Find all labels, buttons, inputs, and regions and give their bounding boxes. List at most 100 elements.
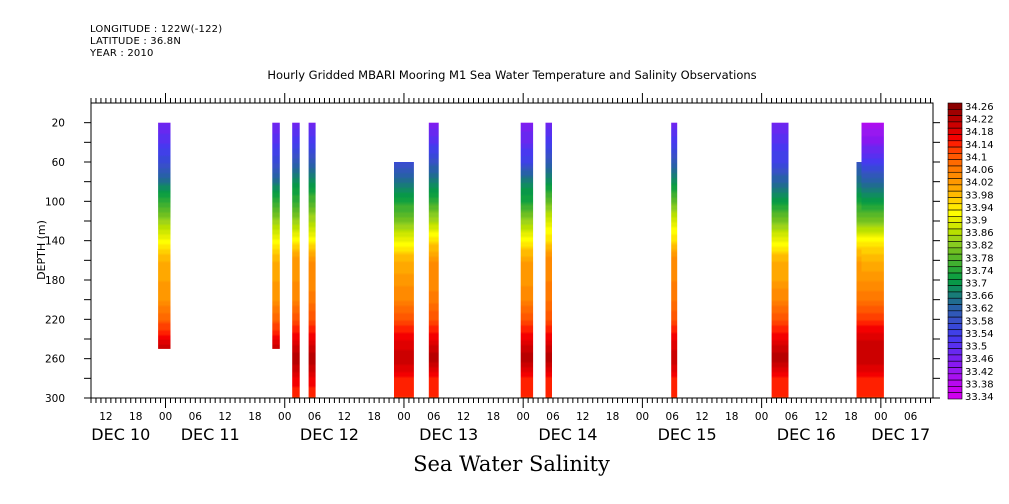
- x-day-label: DEC 11: [181, 425, 240, 444]
- x-hour-label: 06: [546, 411, 560, 423]
- salinity-profile-column: [771, 122, 789, 398]
- colorbar-swatch: [947, 266, 963, 274]
- colorbar-swatch: [947, 304, 963, 312]
- colorbar-swatch: [947, 209, 963, 217]
- x-hour-label: 18: [248, 411, 261, 423]
- x-hour-label: 18: [844, 411, 857, 423]
- y-axis-label: DEPTH (m): [35, 220, 48, 280]
- salinity-profile-column: [308, 122, 316, 398]
- colorbar-label: 34.02: [965, 178, 994, 189]
- colorbar-label: 33.7: [965, 279, 987, 290]
- colorbar-swatch: [947, 102, 963, 110]
- colorbar-swatch: [947, 109, 963, 116]
- colorbar-label: 33.86: [965, 228, 994, 239]
- salinity-profile-column: [856, 162, 862, 398]
- x-hour-label: 06: [666, 411, 680, 423]
- colorbar-swatch: [947, 253, 963, 261]
- y-tick-label: 140: [45, 236, 65, 248]
- colorbar-swatch: [947, 316, 963, 324]
- colorbar-swatch: [947, 216, 963, 223]
- x-day-label: DEC 13: [419, 425, 478, 444]
- x-hour-label: 00: [159, 411, 172, 423]
- colorbar-swatch: [947, 184, 963, 192]
- colorbar-swatch: [947, 234, 963, 242]
- x-hour-label: 00: [397, 411, 410, 423]
- colorbar-label: 34.1: [965, 152, 987, 163]
- colorbar-swatch: [947, 197, 963, 205]
- x-day-label: DEC 16: [777, 425, 836, 444]
- colorbar-swatch: [947, 171, 963, 179]
- colorbar-label: 33.98: [965, 190, 994, 201]
- y-tick-label: 60: [52, 157, 65, 169]
- x-hour-label: 00: [636, 411, 649, 423]
- colorbar-swatch: [947, 323, 963, 331]
- x-hour-label: 12: [695, 411, 708, 423]
- latitude-label: LATITUDE : 36.8N: [90, 36, 182, 47]
- y-tick-label: 20: [52, 118, 65, 130]
- colorbar-swatch: [947, 335, 963, 343]
- x-day-label: DEC 10: [91, 425, 150, 444]
- colorbar-swatch: [947, 241, 963, 249]
- colorbar-swatch: [947, 140, 963, 148]
- longitude-label: LONGITUDE : 122W(-122): [90, 24, 223, 35]
- colorbar-swatch: [947, 178, 963, 186]
- colorbar-label: 33.42: [965, 367, 994, 378]
- colorbar-label: 33.78: [965, 253, 994, 264]
- x-hour-label: 12: [99, 411, 112, 423]
- plot-frame: [90, 102, 934, 399]
- x-day-label: DEC 17: [871, 425, 930, 444]
- y-tick-label: 100: [45, 196, 65, 208]
- colorbar-swatch: [947, 115, 963, 123]
- salinity-profile-column: [545, 122, 552, 398]
- colorbar-label: 33.66: [965, 291, 994, 302]
- colorbar-swatch: [947, 153, 963, 160]
- y-tick-label: 220: [45, 314, 65, 326]
- colorbar-swatch: [947, 354, 963, 362]
- colorbar-swatch: [947, 272, 963, 280]
- colorbar-label: 34.18: [965, 127, 994, 138]
- colorbar-swatch: [947, 367, 963, 375]
- colorbar-label: 33.9: [965, 215, 987, 226]
- colorbar-swatch: [947, 386, 963, 393]
- x-hour-label: 18: [487, 411, 500, 423]
- salinity-profile-column: [272, 122, 280, 349]
- salinity-profile-column: [158, 122, 171, 349]
- colorbar-label: 34.14: [965, 140, 994, 151]
- salinity-profile-column: [520, 122, 534, 398]
- colorbar-swatch: [947, 360, 963, 368]
- x-hour-label: 18: [129, 411, 142, 423]
- x-hour-label: 06: [785, 411, 799, 423]
- x-day-label: DEC 14: [538, 425, 597, 444]
- colorbar-label: 33.94: [965, 203, 994, 214]
- x-hour-label: 00: [874, 411, 887, 423]
- colorbar-swatch: [947, 247, 963, 255]
- salinity-profile-column: [428, 122, 439, 398]
- colorbar-label: 33.82: [965, 241, 994, 252]
- x-hour-label: 06: [904, 411, 918, 423]
- colorbar-label: 33.5: [965, 342, 987, 353]
- colorbar-swatch: [947, 146, 963, 154]
- colorbar-label: 33.46: [965, 354, 994, 365]
- colorbar-swatch: [947, 291, 963, 299]
- colorbar-swatch: [947, 310, 963, 318]
- x-hour-label: 12: [576, 411, 589, 423]
- x-hour-label: 06: [308, 411, 322, 423]
- colorbar-swatch: [947, 121, 963, 129]
- axes: 20 60 100 140 180 220 260 300 12 18 00 06 12 18 00 06 12…: [45, 93, 940, 444]
- colorbar-label: 33.34: [965, 392, 994, 403]
- x-hour-label: 18: [606, 411, 619, 423]
- colorbar-swatch: [947, 373, 963, 381]
- colorbar-label: 33.38: [965, 379, 994, 390]
- salinity-profile-column: [671, 122, 678, 398]
- x-hour-label: 18: [725, 411, 738, 423]
- x-hour-label: 06: [189, 411, 203, 423]
- x-hour-label: 00: [516, 411, 529, 423]
- colorbar-swatch: [947, 134, 963, 142]
- colorbar-swatch: [947, 228, 963, 236]
- colorbar-swatch: [947, 342, 963, 349]
- salinity-profiles: [158, 122, 884, 398]
- colorbar-label: 34.22: [965, 115, 994, 126]
- colorbar-label: 33.54: [965, 329, 994, 340]
- x-hour-label: 12: [815, 411, 828, 423]
- colorbar-swatch: [947, 159, 963, 167]
